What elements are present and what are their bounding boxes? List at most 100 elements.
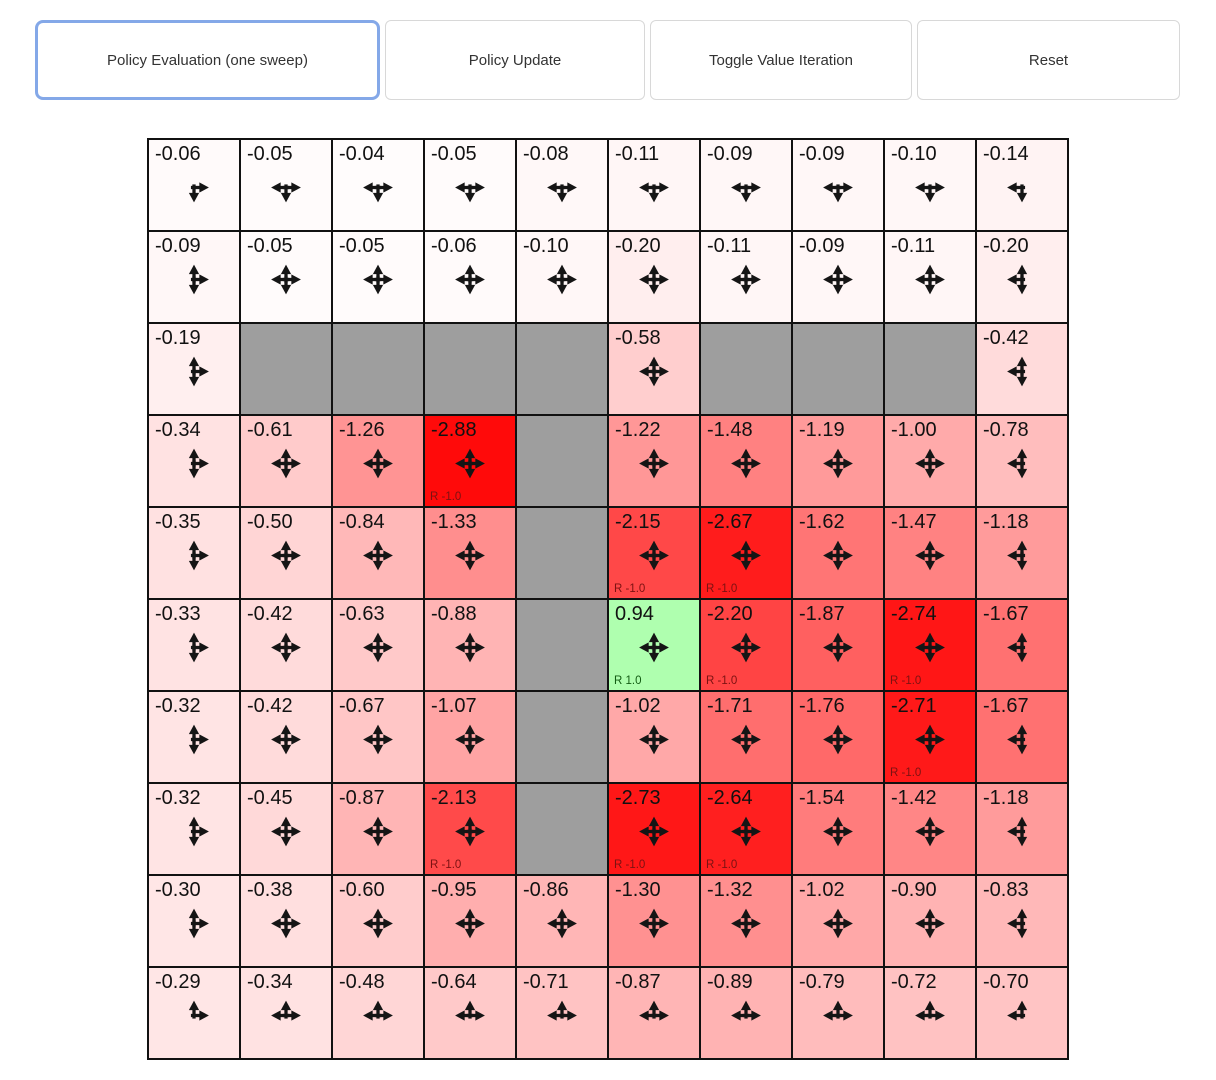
grid-cell[interactable]: -1.26 bbox=[332, 415, 424, 507]
grid-cell[interactable]: -1.02 bbox=[608, 691, 700, 783]
grid-cell[interactable]: -0.42 bbox=[240, 691, 332, 783]
grid-cell[interactable]: -0.05 bbox=[424, 139, 516, 231]
cell-value: -0.05 bbox=[247, 143, 293, 165]
grid-cell[interactable]: -2.20 R -1.0 bbox=[700, 599, 792, 691]
grid-cell[interactable]: -0.67 bbox=[332, 691, 424, 783]
grid-cell[interactable]: -1.76 bbox=[792, 691, 884, 783]
grid-cell[interactable]: -0.95 bbox=[424, 875, 516, 967]
grid-cell[interactable]: -1.67 bbox=[976, 599, 1068, 691]
policy-evaluation-button[interactable]: Policy Evaluation (one sweep) bbox=[35, 20, 380, 100]
grid-cell[interactable]: -0.06 bbox=[148, 139, 240, 231]
grid-cell[interactable]: -1.67 bbox=[976, 691, 1068, 783]
grid-cell[interactable]: -0.09 bbox=[792, 139, 884, 231]
grid-cell[interactable]: -0.30 bbox=[148, 875, 240, 967]
grid-cell[interactable]: -0.29 bbox=[148, 967, 240, 1059]
grid-cell[interactable]: -0.58 bbox=[608, 323, 700, 415]
grid-cell[interactable]: -1.71 bbox=[700, 691, 792, 783]
grid-cell[interactable]: -0.20 bbox=[976, 231, 1068, 323]
grid-cell[interactable]: -0.09 bbox=[148, 231, 240, 323]
grid-cell[interactable]: -0.50 bbox=[240, 507, 332, 599]
cell-reward: R -1.0 bbox=[614, 859, 646, 871]
grid-cell[interactable]: -2.88 R -1.0 bbox=[424, 415, 516, 507]
grid-cell[interactable]: -2.71 R -1.0 bbox=[884, 691, 976, 783]
grid-cell[interactable]: -0.61 bbox=[240, 415, 332, 507]
grid-cell[interactable]: -0.05 bbox=[332, 231, 424, 323]
grid-cell[interactable]: -1.07 bbox=[424, 691, 516, 783]
grid-cell[interactable]: 0.94 R 1.0 bbox=[608, 599, 700, 691]
policy-update-button[interactable]: Policy Update bbox=[385, 20, 645, 100]
grid-cell[interactable]: -0.79 bbox=[792, 967, 884, 1059]
grid-cell[interactable]: -2.74 R -1.0 bbox=[884, 599, 976, 691]
grid-cell[interactable]: -0.72 bbox=[884, 967, 976, 1059]
grid-cell[interactable]: -0.38 bbox=[240, 875, 332, 967]
policy-arrows-icon bbox=[455, 448, 485, 479]
grid-cell[interactable]: -0.88 bbox=[424, 599, 516, 691]
grid-cell[interactable]: -0.87 bbox=[608, 967, 700, 1059]
grid-cell[interactable]: -0.86 bbox=[516, 875, 608, 967]
grid-cell[interactable]: -1.48 bbox=[700, 415, 792, 507]
toggle-value-iteration-button[interactable]: Toggle Value Iteration bbox=[650, 20, 912, 100]
cell-reward: R -1.0 bbox=[706, 675, 738, 687]
grid-cell[interactable]: -0.08 bbox=[516, 139, 608, 231]
grid-cell[interactable]: -0.87 bbox=[332, 783, 424, 875]
cell-value: -2.15 bbox=[615, 511, 661, 533]
grid-cell[interactable]: -0.48 bbox=[332, 967, 424, 1059]
grid-cell[interactable]: -0.05 bbox=[240, 139, 332, 231]
grid-cell[interactable]: -2.15 R -1.0 bbox=[608, 507, 700, 599]
grid-cell[interactable]: -0.35 bbox=[148, 507, 240, 599]
grid-cell[interactable]: -0.83 bbox=[976, 875, 1068, 967]
grid-cell[interactable]: -0.11 bbox=[884, 231, 976, 323]
grid-cell[interactable]: -1.18 bbox=[976, 783, 1068, 875]
grid-cell[interactable]: -0.34 bbox=[148, 415, 240, 507]
grid-cell[interactable]: -1.02 bbox=[792, 875, 884, 967]
grid-cell[interactable]: -0.04 bbox=[332, 139, 424, 231]
grid-cell[interactable]: -0.09 bbox=[792, 231, 884, 323]
grid-cell[interactable]: -1.32 bbox=[700, 875, 792, 967]
grid-cell[interactable]: -0.32 bbox=[148, 783, 240, 875]
grid-cell[interactable]: -1.62 bbox=[792, 507, 884, 599]
grid-cell[interactable]: -2.13 R -1.0 bbox=[424, 783, 516, 875]
cell-value: -0.71 bbox=[523, 971, 569, 993]
grid-cell[interactable]: -1.22 bbox=[608, 415, 700, 507]
grid-cell[interactable]: -1.54 bbox=[792, 783, 884, 875]
grid-cell[interactable]: -1.19 bbox=[792, 415, 884, 507]
grid-cell[interactable]: -2.73 R -1.0 bbox=[608, 783, 700, 875]
grid-cell[interactable]: -1.00 bbox=[884, 415, 976, 507]
cell-value: -1.00 bbox=[891, 419, 937, 441]
grid-cell[interactable]: -0.34 bbox=[240, 967, 332, 1059]
grid-cell[interactable]: -1.18 bbox=[976, 507, 1068, 599]
grid-cell[interactable]: -0.42 bbox=[976, 323, 1068, 415]
grid-cell[interactable]: -0.70 bbox=[976, 967, 1068, 1059]
reset-button[interactable]: Reset bbox=[917, 20, 1180, 100]
grid-cell[interactable]: -0.14 bbox=[976, 139, 1068, 231]
grid-cell[interactable]: -0.84 bbox=[332, 507, 424, 599]
grid-cell[interactable]: -0.64 bbox=[424, 967, 516, 1059]
grid-cell[interactable]: -0.32 bbox=[148, 691, 240, 783]
grid-cell[interactable]: -2.67 R -1.0 bbox=[700, 507, 792, 599]
grid-cell[interactable]: -0.45 bbox=[240, 783, 332, 875]
grid-cell[interactable]: -0.05 bbox=[240, 231, 332, 323]
grid-cell[interactable]: -0.11 bbox=[700, 231, 792, 323]
grid-cell[interactable]: -0.90 bbox=[884, 875, 976, 967]
grid-cell[interactable]: -1.47 bbox=[884, 507, 976, 599]
grid-cell[interactable]: -0.42 bbox=[240, 599, 332, 691]
grid-cell[interactable]: -0.11 bbox=[608, 139, 700, 231]
grid-cell[interactable]: -0.09 bbox=[700, 139, 792, 231]
grid-cell[interactable]: -1.42 bbox=[884, 783, 976, 875]
grid-cell[interactable]: -0.89 bbox=[700, 967, 792, 1059]
grid-cell[interactable]: -1.30 bbox=[608, 875, 700, 967]
grid-cell[interactable]: -0.71 bbox=[516, 967, 608, 1059]
grid-cell[interactable]: -0.10 bbox=[884, 139, 976, 231]
grid-cell[interactable]: -0.10 bbox=[516, 231, 608, 323]
grid-cell[interactable]: -1.87 bbox=[792, 599, 884, 691]
grid-cell[interactable]: -0.78 bbox=[976, 415, 1068, 507]
grid-cell[interactable]: -0.19 bbox=[148, 323, 240, 415]
grid-cell[interactable]: -0.60 bbox=[332, 875, 424, 967]
grid-cell[interactable]: -0.20 bbox=[608, 231, 700, 323]
grid-cell[interactable]: -0.06 bbox=[424, 231, 516, 323]
grid-cell[interactable]: -0.63 bbox=[332, 599, 424, 691]
grid-cell[interactable]: -0.33 bbox=[148, 599, 240, 691]
toolbar: Policy Evaluation (one sweep) Policy Upd… bbox=[0, 0, 1216, 100]
grid-cell[interactable]: -2.64 R -1.0 bbox=[700, 783, 792, 875]
grid-cell[interactable]: -1.33 bbox=[424, 507, 516, 599]
